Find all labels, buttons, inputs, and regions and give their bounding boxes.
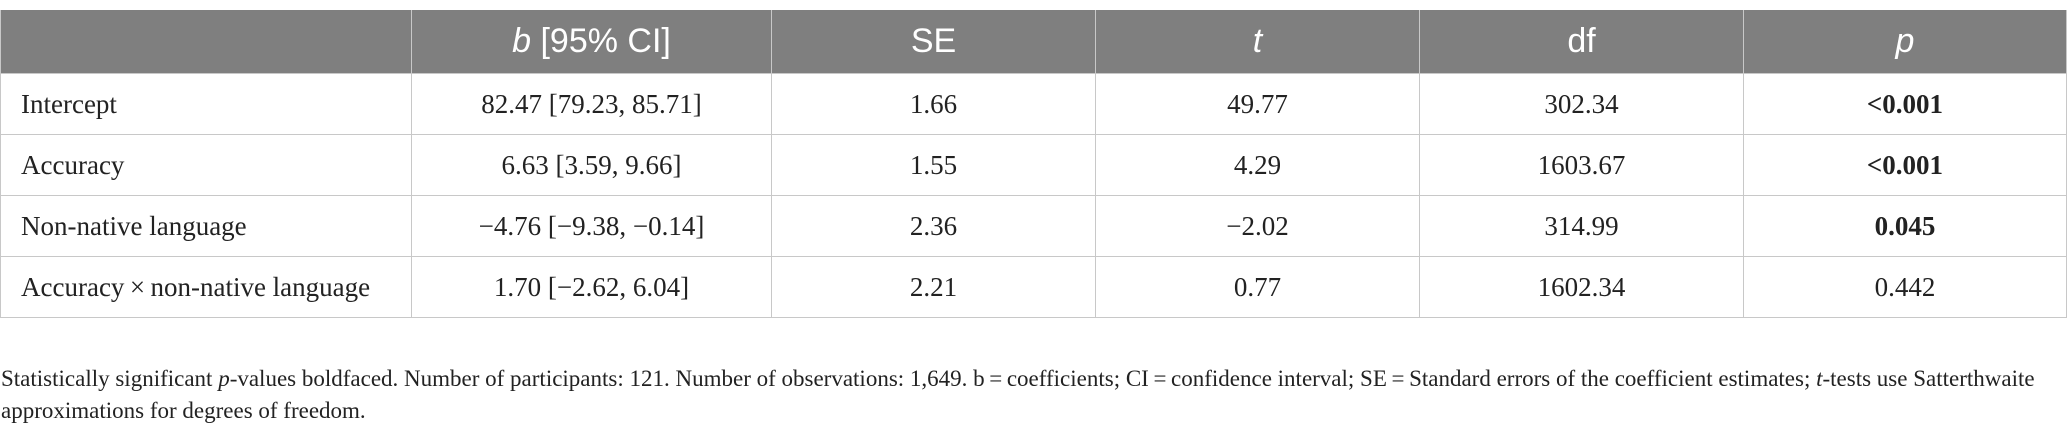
cell-p: 0.442 [1743,256,2067,318]
cell-df: 1602.34 [1419,256,1744,318]
cell-b-ci: −4.76 [−9.38, −0.14] [411,195,772,257]
table-row: Non-native language −4.76 [−9.38, −0.14]… [0,195,2067,257]
footnote-p-italic: p [218,366,230,391]
header-b-ci-text: [95% CI] [531,22,671,60]
row-label: Accuracy [0,134,412,196]
cell-b-ci: 82.47 [79.23, 85.71] [411,73,772,135]
header-b-ci: b [95% CI] [411,10,772,74]
cell-p: <0.001 [1743,134,2067,196]
regression-table: b [95% CI] SE t df p Intercept 82.47 [79… [0,10,2067,318]
cell-t: 0.77 [1095,256,1420,318]
row-label: Intercept [0,73,412,135]
cell-t: 4.29 [1095,134,1420,196]
header-t-italic: t [1252,22,1263,60]
table-row: Intercept 82.47 [79.23, 85.71] 1.66 49.7… [0,73,2067,135]
cell-t: −2.02 [1095,195,1420,257]
cell-p: <0.001 [1743,73,2067,135]
cell-t: 49.77 [1095,73,1420,135]
cell-se: 1.55 [771,134,1096,196]
footnote-part2: -values boldfaced. Number of participant… [229,366,1817,391]
footnote-part1: Statistically significant [1,366,219,391]
table-footnote: Statistically significant p-values boldf… [1,363,2041,427]
regression-table-container: b [95% CI] SE t df p Intercept 82.47 [79… [0,10,2067,318]
cell-se: 2.21 [771,256,1096,318]
header-p: p [1743,10,2067,74]
cell-p: 0.045 [1743,195,2067,257]
row-label: Non-native language [0,195,412,257]
cell-df: 314.99 [1419,195,1744,257]
header-se-text: SE [910,22,957,60]
footnote-t-italic: t [1816,366,1823,391]
header-predictor [0,10,412,74]
header-row: b [95% CI] SE t df p [0,10,2067,74]
cell-b-ci: 6.63 [3.59, 9.66] [411,134,772,196]
header-t: t [1095,10,1420,74]
row-label: Accuracy × non-native language [0,256,412,318]
cell-se: 1.66 [771,73,1096,135]
table-row: Accuracy × non-native language 1.70 [−2.… [0,256,2067,318]
header-se: SE [771,10,1096,74]
table-row: Accuracy 6.63 [3.59, 9.66] 1.55 4.29 160… [0,134,2067,196]
header-p-italic: p [1895,22,1915,60]
header-df-text: df [1567,22,1596,60]
cell-df: 302.34 [1419,73,1744,135]
cell-b-ci: 1.70 [−2.62, 6.04] [411,256,772,318]
cell-se: 2.36 [771,195,1096,257]
header-b-italic: b [512,22,532,60]
cell-df: 1603.67 [1419,134,1744,196]
header-df: df [1419,10,1744,74]
